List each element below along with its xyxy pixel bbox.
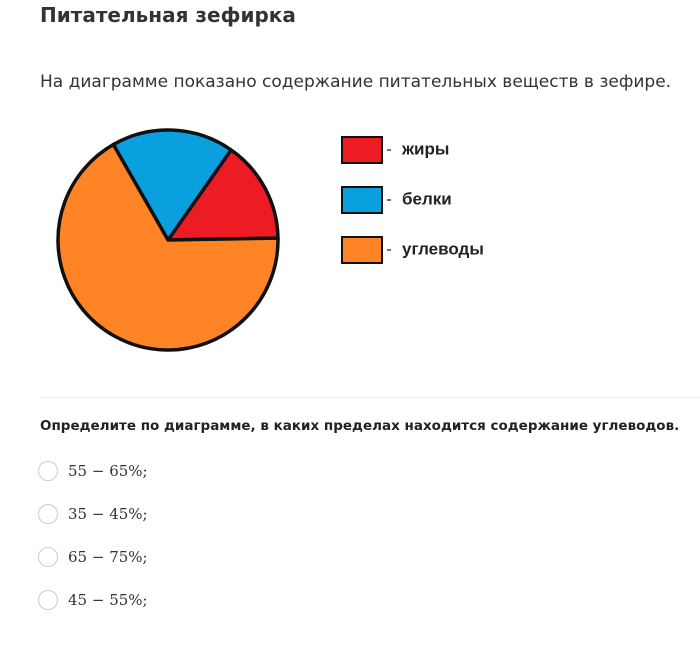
page-title: Питательная зефирка bbox=[40, 3, 296, 27]
legend-swatch bbox=[341, 136, 383, 164]
pie-slice bbox=[56, 142, 280, 352]
answer-option[interactable]: 35 − 45%; bbox=[38, 503, 148, 525]
intro-text: На диаграмме показано содержание питател… bbox=[40, 72, 672, 92]
option-text: 55 − 65%; bbox=[68, 462, 148, 480]
radio-button[interactable] bbox=[38, 590, 58, 610]
radio-button[interactable] bbox=[38, 461, 58, 481]
legend-label: жиры bbox=[401, 139, 449, 158]
radio-button[interactable] bbox=[38, 547, 58, 567]
option-text: 45 − 55%; bbox=[68, 591, 148, 609]
option-text: 35 − 45%; bbox=[68, 505, 148, 523]
legend-label: белки bbox=[402, 189, 452, 208]
pie-slice bbox=[111, 128, 233, 242]
legend-swatch bbox=[341, 236, 383, 264]
pie-slice bbox=[166, 148, 280, 242]
answer-option[interactable]: 55 − 65%; bbox=[38, 460, 148, 482]
question: Определите по диаграмме, в каких предела… bbox=[40, 418, 680, 434]
separator bbox=[40, 397, 700, 398]
answer-option[interactable]: 45 − 55%; bbox=[38, 589, 148, 611]
option-text: 65 − 75%; bbox=[68, 548, 148, 566]
legend-swatch bbox=[341, 186, 383, 214]
legend-label: углеводы bbox=[402, 239, 484, 258]
radio-button[interactable] bbox=[38, 504, 58, 524]
chart: жиры белки углеводы bbox=[56, 128, 484, 352]
answer-option[interactable]: 65 − 75%; bbox=[38, 546, 148, 568]
